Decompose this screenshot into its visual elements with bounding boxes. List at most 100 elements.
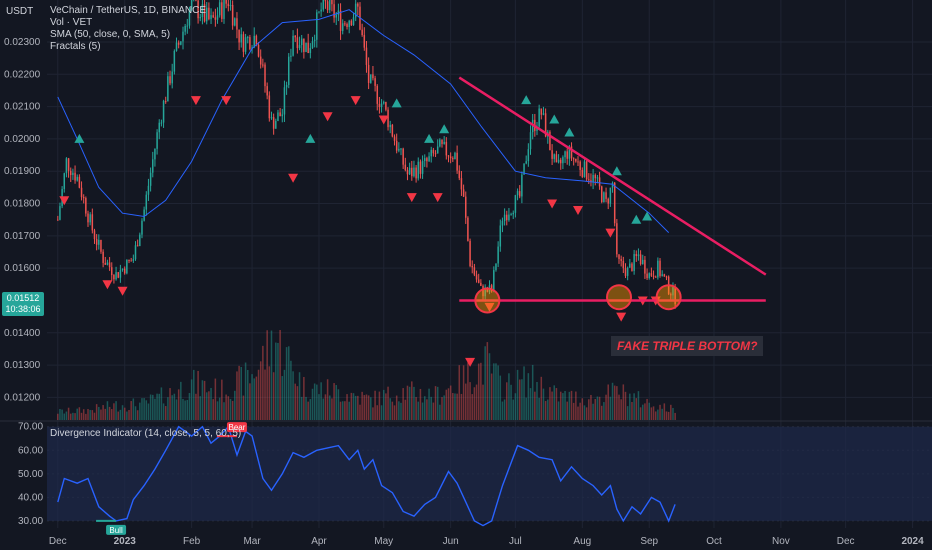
candle-body [130,260,132,262]
symbol-title[interactable]: VeChain / TetherUS, 1D, BINANCE [50,5,206,16]
volume-bar [538,397,540,420]
candle-body [562,157,564,164]
candle-body [521,174,523,197]
candle-body [473,267,476,275]
volume-bar [242,395,245,420]
volume-bar [316,384,318,420]
candle-body [341,23,344,31]
volume-bar [413,386,415,420]
volume-bar [59,409,61,420]
candle-body [553,154,556,159]
volume-bar [320,382,322,420]
candle-body [482,285,484,297]
candle-body [322,0,325,10]
volume-bar [238,365,240,420]
candle-body [367,64,370,83]
volume-bar [184,400,186,420]
candle-body [613,182,616,224]
candle-body [95,239,98,245]
volume-bar [490,373,493,420]
oscillator-title[interactable]: Divergence Indicator (14, close, 5, 5, 6… [50,428,242,439]
volume-bar [439,404,441,420]
candle-body [69,170,72,176]
candle-body [111,267,113,276]
candle-body [378,103,381,108]
candle-body [549,131,551,151]
volume-bar [348,401,350,420]
volume-bar [518,379,521,420]
volume-bar [193,369,195,420]
volume-bar [311,388,314,420]
volume-bar [559,391,562,420]
volume-bar [417,401,420,420]
candle-body [119,270,122,278]
fractal-down-marker [573,206,583,215]
candle-body [357,3,359,7]
rsi-overbought-oversold-band [47,426,932,521]
volume-bar [370,397,372,420]
chart-annotation[interactable]: FAKE TRIPLE BOTTOM? [611,336,764,356]
candle-body [164,101,167,103]
candle-body [497,246,499,264]
candle-body [117,272,119,278]
volume-bar [398,401,400,420]
volume-bar [547,399,549,420]
volume-bar [350,392,353,420]
volume-bar [104,408,107,420]
candle-body [262,64,264,66]
candle-body [577,161,579,163]
candle-body [281,114,284,117]
candle-body [460,178,463,190]
candle-body [186,25,189,27]
candle-body [395,140,398,151]
candle-body [139,234,141,247]
volume-bar [285,347,288,420]
descending-trendline [458,76,767,276]
volume-bar [436,386,439,420]
study-sma[interactable]: SMA (50, close, 0, SMA, 5) [50,29,171,40]
volume-bar [622,384,625,420]
price-tick-label: 0.02300 [4,37,41,48]
last-price-badge: 0.01512 10:38:06 [2,292,44,316]
candle-body [430,149,432,157]
candle-body [57,219,59,221]
volume-bar [592,403,594,420]
volume-bar [465,383,467,420]
volume-bar [212,399,214,420]
time-tick-label: Dec [837,536,855,547]
study-fractals[interactable]: Fractals (5) [50,41,101,52]
volume-bar [637,391,640,420]
fractal-down-marker [547,199,558,209]
volume-bar [236,371,238,420]
oscillator-axis[interactable]: 70.00 60.00 50.00 40.00 30.00 [18,422,43,527]
volume-bar [473,387,476,420]
volume-bar [495,363,497,420]
volume-bar [177,389,180,420]
price-axis[interactable]: 0.02300 0.02200 0.02100 0.02000 0.01900 0.018… [4,37,41,403]
candle-body [296,37,299,49]
volume-bar [458,365,461,420]
volume-bar [566,401,568,420]
volume-bar [147,403,150,420]
volume-bar [594,399,597,420]
candle-body [143,209,145,221]
volume-bar [195,393,197,420]
study-volume[interactable]: Vol · VET [50,17,93,28]
volume-bar [288,346,290,420]
fractal-down-marker [616,312,627,322]
oscillator-tick-label: 60.00 [18,445,43,456]
candle-body [551,150,553,159]
candle-body [134,245,137,260]
volume-bar [216,401,219,420]
volume-bar [484,346,486,420]
volume-bar [501,401,504,420]
candle-body [417,161,420,179]
volume-bar [281,376,284,420]
candle-body [147,185,150,195]
time-axis[interactable]: Dec 2023 Feb Mar Apr May Jun Jul Aug Sep Oct Nov Dec… [49,536,924,547]
volume-bar [225,394,227,420]
candle-body [324,0,327,2]
volume-bar [201,380,204,420]
volume-bar [141,398,143,420]
candle-body [102,251,104,263]
